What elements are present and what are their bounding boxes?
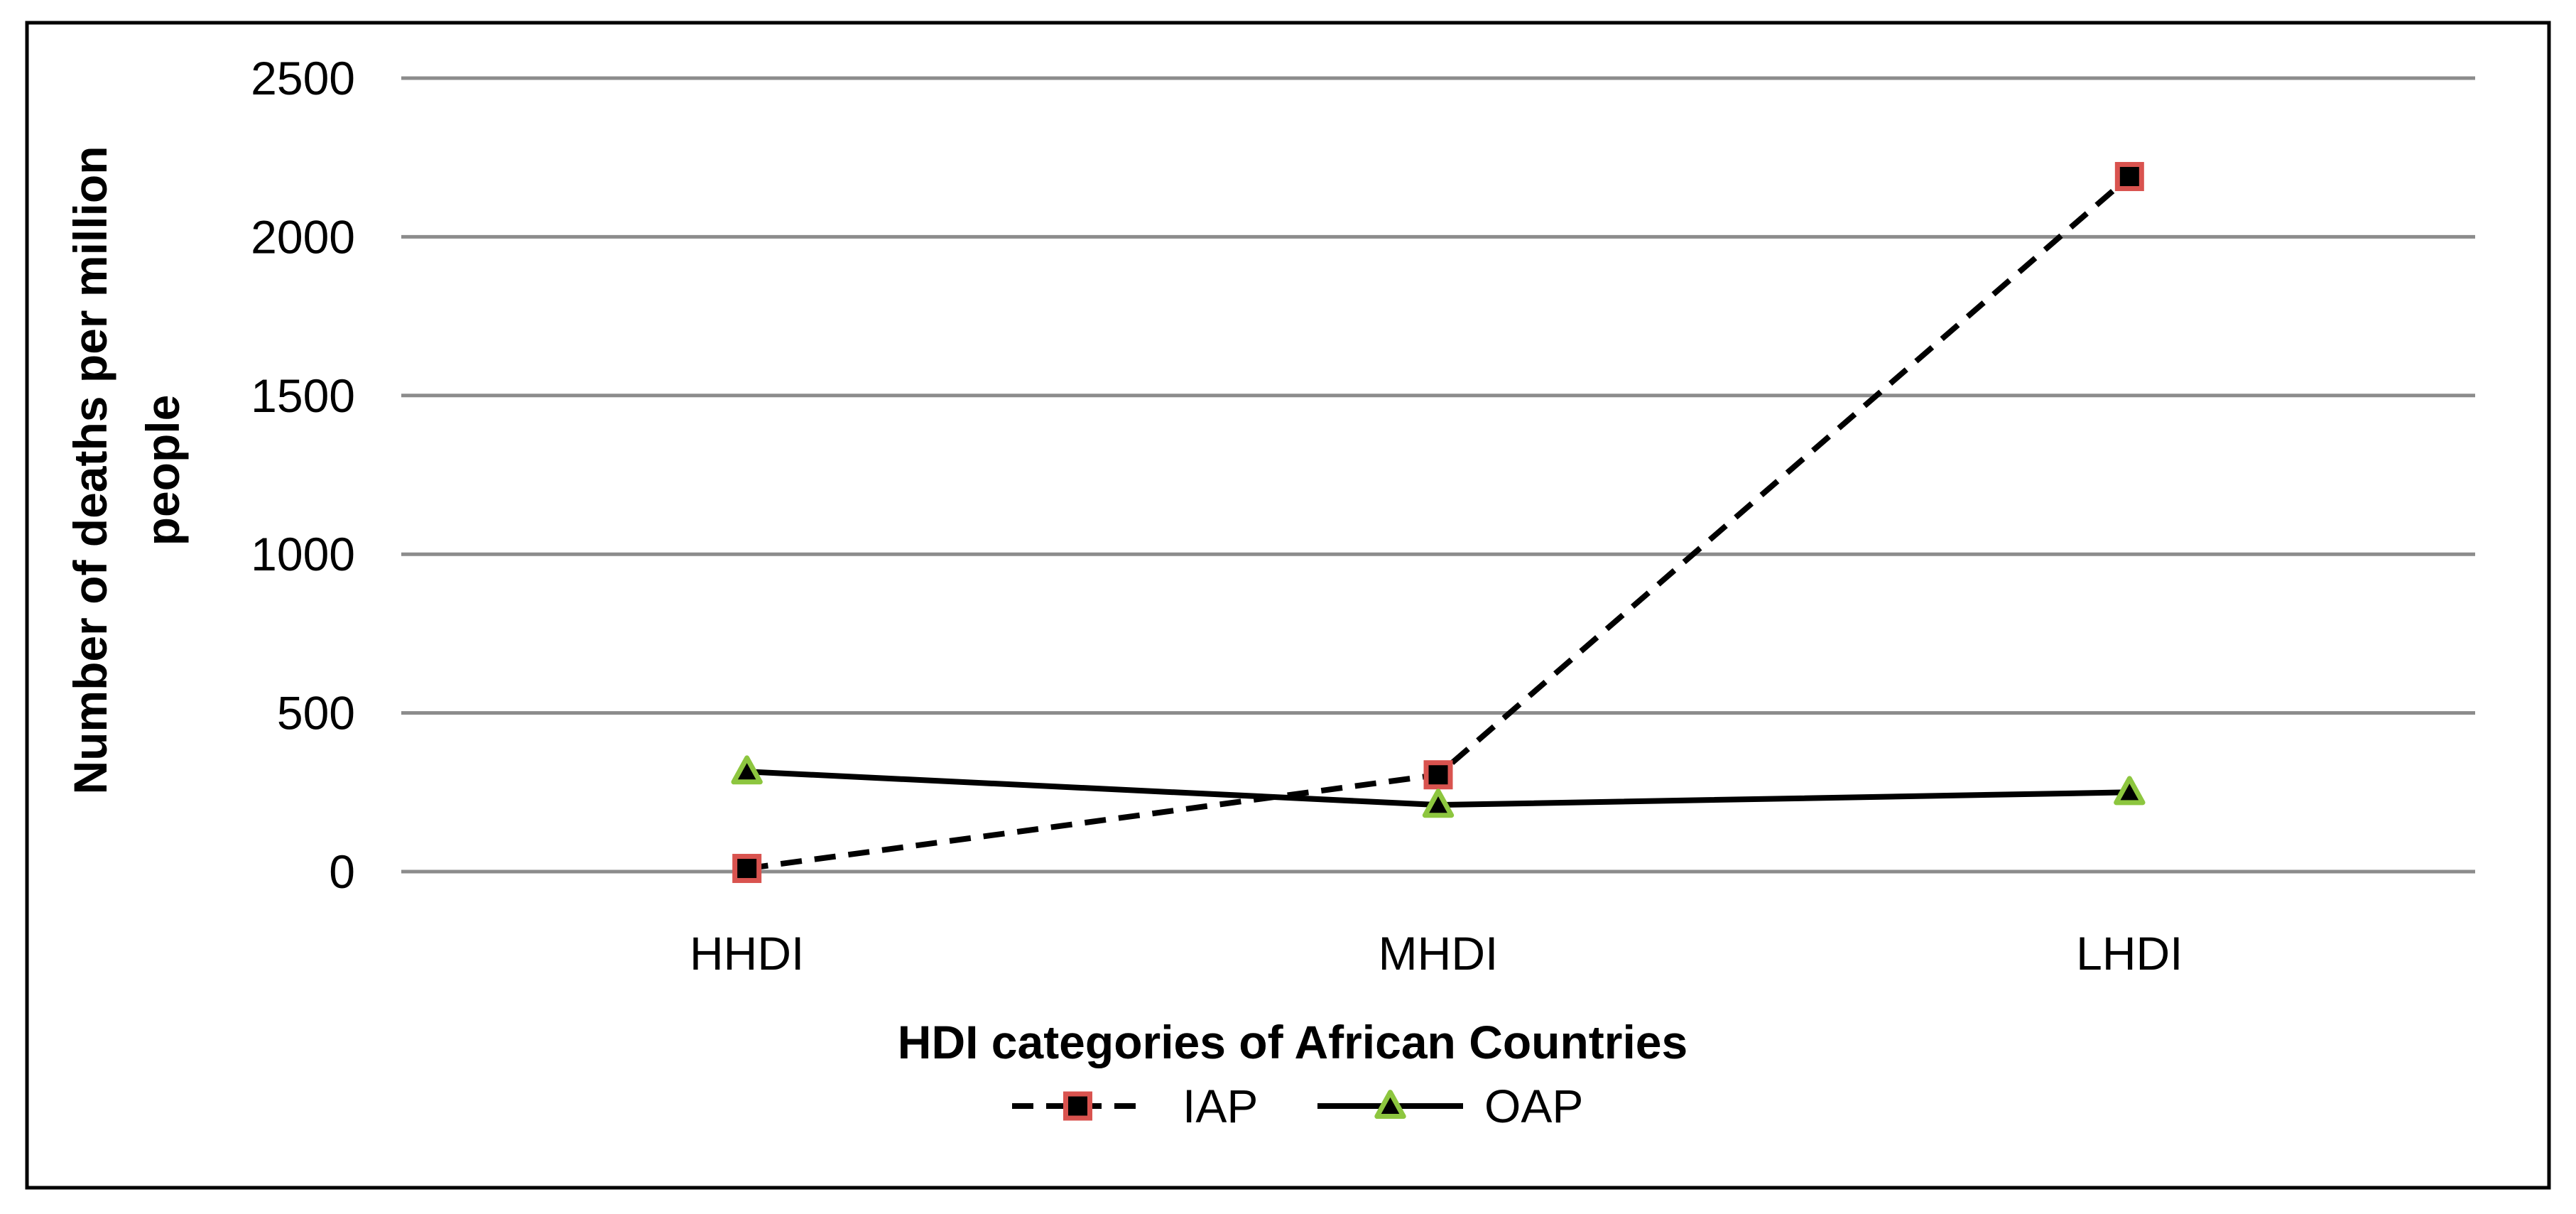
data-point-iap-lhdi bbox=[2114, 162, 2144, 192]
y-tick-label: 2500 bbox=[251, 52, 355, 104]
y-axis-title-line-2: people bbox=[136, 395, 189, 546]
series-layer bbox=[731, 162, 2146, 884]
y-tick-label: 1000 bbox=[251, 528, 355, 580]
data-point-oap-lhdi bbox=[2114, 776, 2146, 806]
y-tick-label: 500 bbox=[277, 687, 355, 739]
data-point-iap-hhdi bbox=[732, 854, 762, 884]
legend-item-iap: IAP bbox=[1012, 1080, 1258, 1132]
x-axis-tick-labels: HHDI MHDI LHDI bbox=[690, 927, 2183, 980]
series-oap bbox=[731, 755, 2146, 818]
x-tick-label: MHDI bbox=[1379, 927, 1499, 980]
y-axis-title: Number of deaths per million people bbox=[64, 146, 189, 794]
gridlines bbox=[401, 76, 2475, 874]
legend-marker-oap bbox=[1374, 1090, 1406, 1120]
legend-label-oap: OAP bbox=[1484, 1080, 1583, 1132]
legend-item-oap: OAP bbox=[1317, 1080, 1583, 1132]
legend: IAP OAP bbox=[1012, 1080, 1583, 1132]
chart-border bbox=[25, 21, 2551, 1190]
data-point-oap-hhdi bbox=[731, 755, 763, 785]
data-point-iap-mhdi bbox=[1423, 760, 1453, 790]
y-tick-label: 2000 bbox=[251, 210, 355, 263]
series-iap bbox=[732, 162, 2144, 884]
y-axis-title-line-1: Number of deaths per million bbox=[64, 146, 116, 794]
y-axis-tick-labels: 0 500 1000 1500 2000 2500 bbox=[251, 52, 355, 898]
x-tick-label: LHDI bbox=[2076, 927, 2183, 980]
data-point-oap-mhdi bbox=[1422, 788, 1455, 818]
y-tick-label: 0 bbox=[329, 845, 355, 898]
x-axis-title: HDI categories of African Countries bbox=[898, 1016, 1688, 1068]
legend-marker-iap bbox=[1063, 1091, 1092, 1121]
legend-label-iap: IAP bbox=[1183, 1080, 1258, 1132]
x-tick-label: HHDI bbox=[690, 927, 804, 980]
y-tick-label: 1500 bbox=[251, 369, 355, 422]
